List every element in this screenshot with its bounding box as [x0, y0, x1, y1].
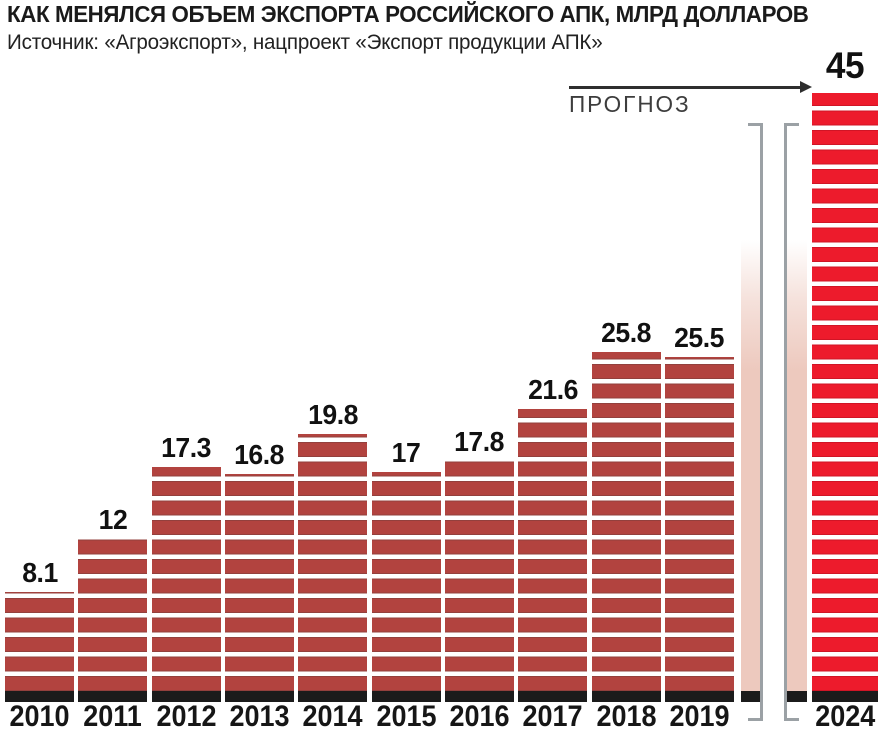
- bar-bricks: [78, 539, 148, 691]
- bar-base: [787, 691, 807, 702]
- value-label-2013: 16.8: [234, 439, 285, 471]
- value-label-2024: 45: [825, 44, 865, 86]
- bar-bricks: [298, 433, 368, 691]
- value-label-2015: 17: [391, 436, 421, 468]
- bar-bricks: [664, 356, 734, 691]
- forecast-arrow-line: [569, 86, 802, 89]
- bar-base: [444, 691, 514, 702]
- year-label-2019: 2019: [669, 700, 730, 732]
- value-label-2016: 17.8: [454, 425, 505, 457]
- bar-base: [5, 691, 74, 702]
- year-label-2015: 2015: [376, 700, 437, 732]
- bar-bricks: [371, 471, 441, 691]
- source-note: Источник: «Агроэкспорт», нацпроект «Эксп…: [7, 31, 603, 54]
- bar-2012: 17.3: [151, 432, 221, 702]
- axis-break-right-line: [784, 123, 787, 721]
- bar-base: [811, 691, 878, 702]
- bar-base: [298, 691, 368, 702]
- bar-base: [151, 691, 221, 702]
- bar-base: [371, 691, 441, 702]
- bar-base: [224, 691, 294, 702]
- axis-break-left-line: [759, 123, 763, 721]
- value-label-2018: 25.8: [601, 317, 651, 349]
- bar-base: [741, 691, 761, 702]
- bar-2015: 17: [371, 437, 441, 702]
- axis-break-left-bottom-cap: [747, 718, 763, 721]
- omitted-year-bar-1: [741, 240, 761, 702]
- bar-2024: 45: [811, 45, 878, 702]
- bar-base: [664, 691, 734, 702]
- bar-2016: 17.8: [444, 426, 514, 702]
- year-label-2011: 2011: [83, 700, 143, 732]
- bar-2010: 8.1: [5, 557, 74, 702]
- year-label-2024: 2024: [814, 700, 875, 732]
- bar-base: [591, 691, 661, 702]
- year-label-2010: 2010: [9, 700, 70, 732]
- bar-2013: 16.8: [224, 439, 294, 702]
- bar-bricks: [5, 591, 74, 691]
- axis-break-right-top-cap: [784, 123, 799, 126]
- year-label-2018: 2018: [596, 700, 657, 732]
- year-label-2014: 2014: [302, 700, 363, 732]
- year-label-2017: 2017: [522, 700, 583, 732]
- value-label-2010: 8.1: [21, 556, 58, 588]
- bar-2017: 21.6: [518, 374, 588, 702]
- omitted-year-bar-2: [787, 240, 807, 702]
- axis-break-left-top-cap: [747, 123, 763, 126]
- bar-2018: 25.8: [591, 317, 661, 702]
- value-label-2014: 19.8: [307, 398, 358, 430]
- bar-bricks: [151, 467, 221, 691]
- bar-2019: 25.5: [664, 322, 734, 702]
- bar-bricks: [444, 460, 514, 691]
- bar-bricks: [224, 474, 294, 691]
- bar-base: [518, 691, 588, 702]
- value-label-2011: 12: [98, 504, 128, 536]
- axis-break-right-bottom-cap: [784, 718, 799, 721]
- bar-2011: 12: [78, 504, 148, 702]
- bar-bricks: [811, 92, 878, 691]
- bar-2014: 19.8: [298, 399, 368, 702]
- bar-bricks: [591, 352, 661, 691]
- year-label-2012: 2012: [156, 700, 217, 732]
- bar-bricks: [518, 409, 588, 691]
- forecast-label: ПРОГНОЗ: [569, 91, 691, 117]
- year-label-2013: 2013: [229, 700, 290, 732]
- year-label-2016: 2016: [449, 700, 510, 732]
- value-label-2019: 25.5: [674, 321, 725, 353]
- value-label-2012: 17.3: [161, 432, 212, 464]
- value-label-2017: 21.6: [527, 374, 578, 406]
- bar-base: [78, 691, 148, 702]
- forecast-arrow-head-icon: [800, 81, 812, 93]
- chart-title: КАК МЕНЯЛСЯ ОБЪЕМ ЭКСПОРТА РОССИЙСКОГО А…: [7, 1, 809, 27]
